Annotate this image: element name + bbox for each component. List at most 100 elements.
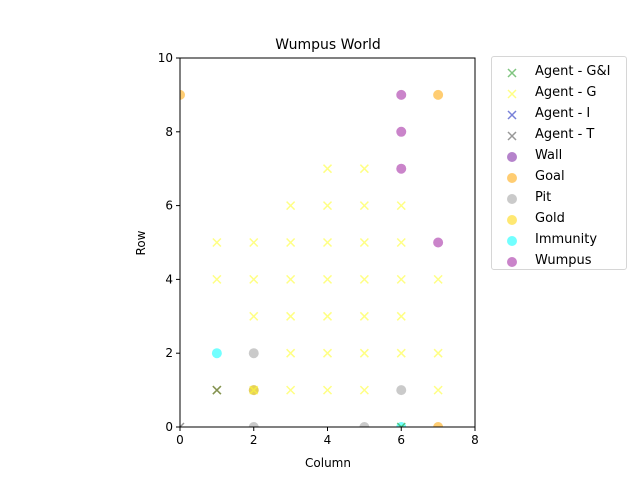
agent-t-point — [180, 422, 185, 427]
pit-point — [248, 422, 259, 427]
legend-x-marker — [507, 110, 517, 120]
agent-g-point — [322, 311, 333, 321]
agent-g-point — [433, 274, 443, 284]
agent-g-point — [359, 348, 369, 358]
agent-g-point — [249, 311, 259, 321]
agent-g-point — [322, 348, 333, 358]
legend-label: Immunity — [535, 232, 598, 247]
immunity-point — [211, 348, 222, 359]
x-axis-ticks: 0 2 4 6 8 — [176, 427, 479, 447]
agent-g-point — [359, 274, 369, 284]
pit-point — [396, 385, 407, 396]
legend-circle-marker — [507, 236, 517, 246]
legend-entry-pit: Pit — [492, 189, 628, 209]
immunity-point — [396, 422, 407, 427]
agent-g-point — [433, 348, 443, 358]
legend-circle-marker — [507, 173, 517, 183]
legend-entry-goal: Goal — [492, 168, 628, 188]
legend-marker-gold — [507, 215, 517, 225]
agent-g-point — [322, 164, 333, 174]
y-tick-label: 4 — [165, 272, 173, 286]
legend-label: Agent - G&I — [535, 64, 611, 79]
agent-g-point — [359, 164, 369, 174]
legend-entry-agent-g: Agent - G — [492, 84, 628, 104]
legend-entry-agent-g-i: Agent - G&I — [492, 63, 628, 83]
legend-label: Agent - I — [535, 106, 591, 121]
agent-g-point — [396, 274, 406, 284]
x-tick-label: 6 — [397, 433, 405, 447]
legend-label: Agent - T — [535, 127, 595, 142]
y-axis-label: Row — [134, 230, 148, 255]
legend-circle-marker — [507, 152, 517, 162]
legend-marker-goal — [507, 173, 517, 183]
agent-g-point — [359, 311, 369, 321]
agent-g-point — [286, 348, 296, 358]
agent-g-point — [286, 385, 296, 395]
x-tick-label: 4 — [324, 433, 332, 447]
legend-x-marker — [507, 131, 517, 141]
legend-label: Wall — [535, 148, 563, 163]
agent-g-point — [212, 274, 222, 284]
legend-label: Gold — [535, 211, 565, 226]
legend-x-marker — [507, 89, 517, 99]
agent-g-point — [396, 201, 406, 211]
legend-marker-immunity — [507, 236, 517, 246]
chart-legend: Agent - G&I Agent - G Agent - I Agent - T Wa… — [491, 56, 627, 270]
x-tick-label: 0 — [176, 433, 184, 447]
agent-g-point — [322, 237, 333, 248]
agent-t-point — [212, 385, 222, 395]
legend-marker-wall — [507, 152, 517, 162]
agent-g-point — [249, 237, 259, 248]
agent-g-point — [249, 274, 259, 284]
agent-g-i-point — [396, 422, 406, 427]
y-axis-ticks: 0 2 4 6 8 10 — [158, 51, 180, 434]
agent-g-point — [359, 201, 369, 211]
plot-area — [180, 89, 444, 427]
agent-g-point — [286, 237, 296, 248]
agent-g-point — [359, 237, 369, 248]
y-tick-label: 8 — [165, 125, 173, 139]
chart-title: Wumpus World — [275, 37, 380, 53]
legend-circle-marker — [507, 215, 517, 225]
legend-label: Agent - G — [535, 85, 597, 100]
legend-entry-immunity: Immunity — [492, 231, 628, 251]
agent-g-point — [396, 237, 406, 248]
agent-g-point — [322, 201, 333, 211]
agent-g-point — [286, 311, 296, 321]
y-tick-label: 6 — [165, 199, 173, 213]
wumpus-point — [396, 89, 407, 100]
legend-circle-marker — [507, 257, 517, 267]
legend-entry-agent-i: Agent - I — [492, 105, 628, 125]
legend-label: Pit — [535, 190, 552, 205]
wumpus-point — [433, 237, 444, 248]
agent-g-point — [322, 274, 333, 284]
y-tick-label: 10 — [158, 51, 173, 65]
x-axis-label: Column — [305, 456, 351, 470]
goal-point — [180, 89, 185, 100]
y-tick-label: 0 — [165, 420, 173, 434]
wumpus-point — [396, 163, 407, 174]
x-tick-label: 8 — [471, 433, 479, 447]
legend-marker-agent-g — [507, 89, 517, 99]
goal-point — [433, 422, 444, 427]
agent-g-point — [286, 274, 296, 284]
legend-marker-pit — [507, 194, 517, 204]
legend-label: Goal — [535, 169, 565, 184]
agent-g-point — [396, 348, 406, 358]
agent-g-point — [433, 385, 443, 395]
agent-g-point — [286, 201, 296, 211]
agent-g-point — [322, 385, 333, 395]
legend-entry-wall: Wall — [492, 147, 628, 167]
pit-point — [359, 422, 370, 427]
legend-label: Wumpus — [535, 253, 592, 268]
legend-circle-marker — [507, 194, 517, 204]
legend-entry-agent-t: Agent - T — [492, 126, 628, 146]
legend-marker-agent-i — [507, 110, 517, 120]
legend-x-marker — [507, 68, 517, 78]
legend-entry-gold: Gold — [492, 210, 628, 230]
agent-g-point — [396, 311, 406, 321]
wumpus-point — [396, 126, 407, 137]
y-tick-label: 2 — [165, 346, 173, 360]
agent-g-point — [359, 385, 369, 395]
